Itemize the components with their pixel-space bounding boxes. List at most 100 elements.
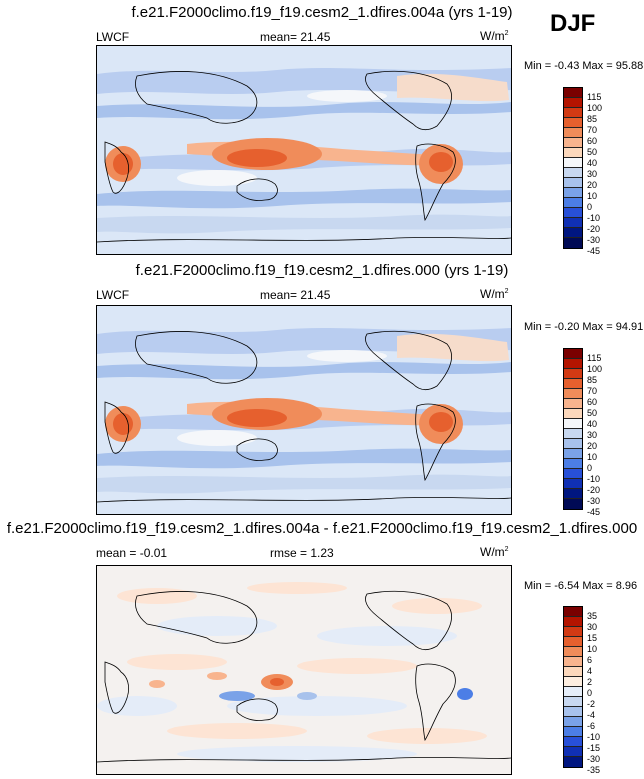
colorbar-tick-label: -2: [587, 699, 596, 709]
panel1-colorbar-swatch: [564, 88, 582, 98]
panel3-colorbar-swatch: [564, 757, 582, 767]
colorbar-tick-label: -20: [587, 224, 601, 234]
colorbar-tick-label: 30: [587, 430, 598, 440]
colorbar-tick-label: -20: [587, 485, 601, 495]
panel1-colorbar-swatch: [564, 138, 582, 148]
panel1-colorbar-swatch: [564, 148, 582, 158]
panel3-units-exp: 2: [504, 546, 509, 553]
panel3-colorbar-swatch: [564, 697, 582, 707]
panel1-colorbar-swatch: [564, 128, 582, 138]
colorbar-tick-label: 10: [587, 452, 598, 462]
panel3-colorbar-swatch: [564, 627, 582, 637]
panel1-colorbar: [563, 87, 583, 249]
colorbar-tick-label: -30: [587, 496, 601, 506]
colorbar-tick-label: -35: [587, 765, 601, 775]
colorbar-tick-label: -10: [587, 474, 601, 484]
panel2-colorbar-swatch: [564, 439, 582, 449]
panel2-colorbar-swatch: [564, 369, 582, 379]
panel1-colorbar-swatch: [564, 158, 582, 168]
panel1-mean-value: 21.45: [300, 30, 331, 44]
panel3-rmse: rmse = 1.23: [270, 546, 334, 560]
panel3-mean-value: -0.01: [139, 546, 168, 560]
panel2-colorbar-swatch: [564, 419, 582, 429]
panel1-colorbar-swatch: [564, 188, 582, 198]
panel3-colorbar-swatch: [564, 727, 582, 737]
panel2-title: f.e21.F2000climo.f19_f19.cesm2_1.dfires.…: [135, 262, 509, 279]
panel1-minmax: Min = -0.43 Max = 95.88: [524, 60, 644, 72]
panel1-title: f.e21.F2000climo.f19_f19.cesm2_1.dfires.…: [131, 4, 513, 21]
panel2-colorbar-swatch: [564, 469, 582, 479]
colorbar-tick-label: 60: [587, 397, 598, 407]
panel1-map-svg: [97, 46, 511, 254]
panel2-colorbar-swatch: [564, 379, 582, 389]
panel1-colorbar-swatch: [564, 208, 582, 218]
panel3-colorbar-swatch: [564, 717, 582, 727]
colorbar-tick-label: 10: [587, 191, 598, 201]
panel3-colorbar-swatch: [564, 617, 582, 627]
panel3-colorbar-swatch: [564, 707, 582, 717]
panel3-colorbar-swatch: [564, 607, 582, 617]
panel3-rmse-value: 1.23: [310, 546, 334, 560]
panel3-minmax: Min = -6.54 Max = 8.96: [524, 580, 638, 592]
panel2-units: W/m2: [480, 287, 509, 301]
panel3-map: [96, 565, 512, 775]
panel2-colorbar-swatch: [564, 479, 582, 489]
colorbar-tick-label: -4: [587, 710, 596, 720]
panel3-colorbar-swatch: [564, 667, 582, 677]
panel3-units-text: W/m: [480, 545, 505, 559]
panel1-colorbar-swatch: [564, 178, 582, 188]
colorbar-tick-label: 100: [587, 103, 603, 113]
panel3-mean: mean = -0.01: [96, 546, 167, 560]
colorbar-tick-label: 115: [587, 92, 602, 102]
colorbar-tick-label: 50: [587, 408, 598, 418]
panel2-colorbar: [563, 348, 583, 510]
panel1-colorbar-swatch: [564, 118, 582, 128]
colorbar-tick-label: 10: [587, 644, 598, 654]
colorbar-tick-label: 20: [587, 441, 598, 451]
panel3-colorbar-swatch: [564, 687, 582, 697]
colorbar-tick-label: -15: [587, 743, 601, 753]
panel1-units: W/m2: [480, 29, 509, 43]
colorbar-tick-label: 70: [587, 386, 598, 396]
panel2-colorbar-swatch: [564, 489, 582, 499]
panel3-colorbar-swatch: [564, 747, 582, 757]
colorbar-tick-label: 20: [587, 180, 598, 190]
panel1-map: [96, 45, 512, 255]
panel2-minmax: Min = -0.20 Max = 94.91: [524, 321, 644, 333]
colorbar-tick-label: 100: [587, 364, 603, 374]
colorbar-tick-label: -30: [587, 754, 601, 764]
colorbar-tick-label: 15: [587, 633, 598, 643]
panel2-colorbar-swatch: [564, 499, 582, 509]
panel2-map-svg: [97, 306, 511, 514]
panel2-colorbar-labels: 115 100 85 70 60 50 40 30 20 10 0 -10 -2…: [587, 353, 602, 518]
panel2-mean-value: 21.45: [300, 288, 331, 302]
colorbar-tick-label: 30: [587, 622, 598, 632]
panel3-colorbar-swatch: [564, 677, 582, 687]
panel1-mean-label: mean=: [260, 30, 298, 44]
panel1-variable: LWCF: [96, 30, 130, 44]
season-label: DJF: [550, 10, 596, 37]
colorbar-tick-label: 50: [587, 147, 598, 157]
panel2-variable: LWCF: [96, 288, 130, 302]
panel2-colorbar-swatch: [564, 349, 582, 359]
colorbar-tick-label: -6: [587, 721, 596, 731]
colorbar-tick-label: 0: [587, 688, 593, 698]
panel1-colorbar-swatch: [564, 198, 582, 208]
panel1-colorbar-labels: 115 100 85 70 60 50 40 30 20 10 0 -10 -2…: [587, 92, 602, 257]
colorbar-tick-label: 35: [587, 611, 598, 621]
colorbar-tick-label: -10: [587, 732, 601, 742]
panel1-colorbar-swatch: [564, 168, 582, 178]
panel2-colorbar-swatch: [564, 409, 582, 419]
colorbar-tick-label: -45: [587, 246, 601, 256]
colorbar-tick-label: -10: [587, 213, 601, 223]
panel1-mean: mean= 21.45: [260, 30, 330, 44]
colorbar-tick-label: 40: [587, 419, 598, 429]
panel3-colorbar-labels: 35 30 15 10 6 4 2 0 -2 -4 -6 -10 -15 -30…: [587, 611, 600, 776]
panel3-mean-label: mean =: [96, 546, 137, 560]
colorbar-tick-label: 40: [587, 158, 598, 168]
panel3-rmse-label: rmse =: [270, 546, 308, 560]
colorbar-tick-label: 0: [587, 463, 593, 473]
panel2-colorbar-swatch: [564, 389, 582, 399]
colorbar-tick-label: 85: [587, 114, 598, 124]
panel1-colorbar-swatch: [564, 238, 582, 248]
